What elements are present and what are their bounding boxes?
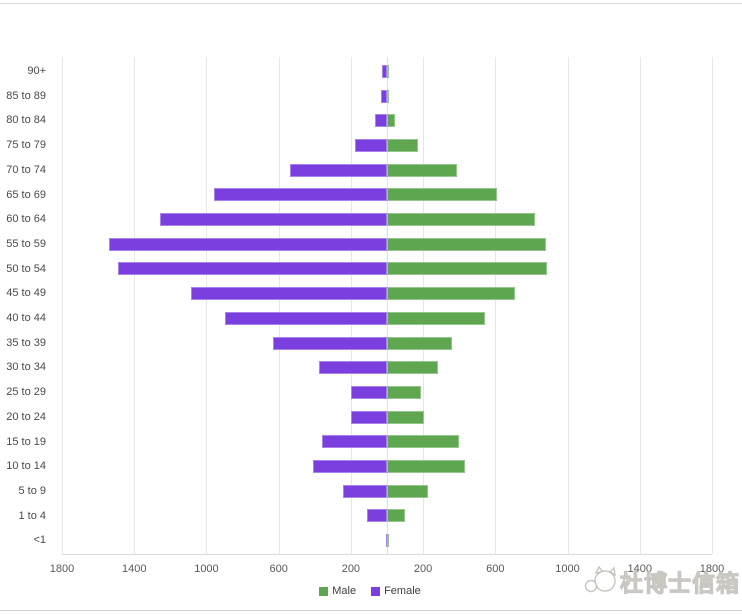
chart-legend: Male Female <box>45 585 695 597</box>
gridline <box>278 57 280 554</box>
x-axis-line <box>62 554 712 555</box>
x-axis-tick-label: 1000 <box>555 563 580 575</box>
male-bar <box>387 534 389 548</box>
legend-label: Male <box>332 585 357 597</box>
male-bar <box>387 262 547 276</box>
cat-face-icon <box>584 565 616 593</box>
female-bar <box>382 64 387 78</box>
female-bar <box>385 534 387 548</box>
x-axis-tick-label: 1000 <box>194 563 219 575</box>
male-bar <box>387 114 396 128</box>
male-bar <box>387 89 389 103</box>
gridline <box>206 57 208 554</box>
y-axis-label: 55 to 59 <box>6 237 46 250</box>
male-bar <box>387 435 460 449</box>
y-axis-label: 65 to 69 <box>6 188 46 201</box>
legend-swatch-male <box>319 586 329 596</box>
y-axis-label: 70 to 74 <box>6 163 46 176</box>
female-bar <box>380 89 387 103</box>
y-axis-label: 90+ <box>27 65 46 77</box>
y-axis-label: 10 to 14 <box>6 460 46 473</box>
male-bar <box>387 64 389 78</box>
x-axis-tick-label: 1800 <box>49 563 75 575</box>
female-bar <box>160 213 387 227</box>
female-bar <box>322 435 387 449</box>
y-axis-label: 1 to 4 <box>18 509 46 522</box>
female-bar <box>312 460 387 474</box>
y-axis-labels: 90+ 85 to 89 80 to 84 75 to 79 70 to 74 65 to… <box>0 57 48 554</box>
y-axis-label: 75 to 79 <box>6 139 46 152</box>
legend-swatch-female <box>371 586 381 596</box>
male-bar <box>387 410 424 424</box>
y-axis-label: <1 <box>33 534 46 547</box>
y-axis-label: 60 to 64 <box>6 213 46 226</box>
y-axis-label: 40 to 44 <box>6 312 46 324</box>
female-bar <box>224 311 387 325</box>
male-bar <box>387 237 546 251</box>
top-border-line <box>0 3 742 4</box>
x-axis-tick-label: 200 <box>341 563 361 575</box>
gridline <box>712 57 713 554</box>
legend-label: Female <box>384 585 421 597</box>
watermark: 杜博士信箱 <box>583 564 740 598</box>
x-axis-tick-label: 600 <box>486 563 505 575</box>
female-bar <box>367 509 387 523</box>
female-bar <box>117 262 387 276</box>
y-axis-label: 35 to 39 <box>6 336 46 349</box>
female-bar <box>108 237 387 251</box>
gridline <box>62 57 63 554</box>
center-gridline <box>387 57 388 554</box>
legend-item-male: Male <box>319 585 356 597</box>
x-axis-tick-label: 1800 <box>699 563 725 575</box>
watermark-text: 杜博士信箱 <box>620 570 740 597</box>
male-bar <box>387 385 422 399</box>
y-axis-label: 20 to 24 <box>6 410 46 423</box>
female-bar <box>319 361 387 375</box>
male-bar <box>387 287 516 301</box>
female-bar <box>350 410 387 424</box>
y-axis-label: 45 to 49 <box>6 287 46 300</box>
male-bar <box>387 311 486 325</box>
x-axis-labels: 1800 1400 1000 600 200 200 600 1000 1400 1800 <box>50 563 724 579</box>
male-bar <box>387 361 438 375</box>
female-bar <box>342 484 387 498</box>
gridline <box>423 57 425 554</box>
male-bar <box>387 213 536 227</box>
gridline <box>495 57 497 554</box>
gridline <box>639 57 641 554</box>
male-bar <box>387 484 428 498</box>
female-bar <box>350 385 387 399</box>
y-axis-label: 15 to 19 <box>6 435 46 448</box>
plot-area <box>62 57 713 555</box>
male-bar <box>387 188 498 202</box>
x-axis-tick-label: 1400 <box>627 563 653 575</box>
y-axis-label: 80 to 84 <box>6 114 46 127</box>
male-bar <box>387 509 406 523</box>
y-axis-label: 25 to 29 <box>6 386 46 399</box>
gridline <box>350 57 352 554</box>
male-bar <box>387 163 458 177</box>
y-axis-label: 30 to 34 <box>6 361 46 374</box>
female-bar <box>213 188 387 202</box>
y-axis-label: 5 to 9 <box>18 484 46 497</box>
gridline <box>134 57 136 554</box>
male-bar <box>387 336 452 350</box>
female-bar <box>375 114 387 128</box>
gridline <box>567 57 569 554</box>
y-axis-label: 85 to 89 <box>6 89 46 102</box>
female-bar <box>273 336 387 350</box>
female-bar <box>289 163 387 177</box>
male-bar <box>387 138 418 152</box>
legend-item-female: Female <box>371 585 421 597</box>
bottom-border-line <box>0 610 742 611</box>
female-bar <box>191 287 387 301</box>
x-axis-tick-label: 200 <box>413 563 433 575</box>
y-axis-label: 50 to 54 <box>6 262 46 275</box>
x-axis-tick-label: 600 <box>269 563 288 575</box>
male-bar <box>387 460 465 474</box>
x-axis-tick-label: 1400 <box>121 563 147 575</box>
female-bar <box>354 138 387 152</box>
